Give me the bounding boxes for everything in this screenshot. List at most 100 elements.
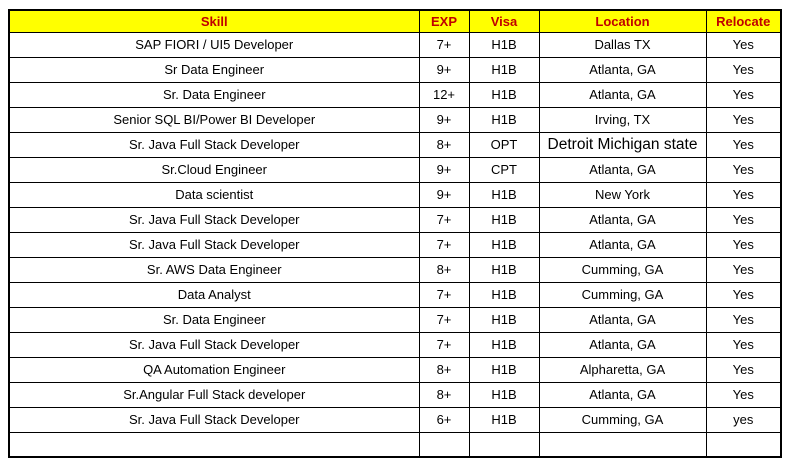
header-exp: EXP (418, 9, 470, 33)
header-visa: Visa (468, 9, 540, 33)
table-row: Sr. Data Engineer 12+ H1B Atlanta, GA Yes (8, 81, 782, 108)
relocate-cell: Yes (705, 256, 782, 283)
table-row: Sr. Data Engineer 7+ H1B Atlanta, GA Yes (8, 306, 782, 333)
relocate-cell: Yes (705, 181, 782, 208)
empty-cell (468, 431, 540, 458)
table-row: Sr. Java Full Stack Developer 7+ H1B Atlant… (8, 231, 782, 258)
relocate-cell: Yes (705, 231, 782, 258)
jobs-table-body: SAP FIORI / UI5 Developer 7+ H1B Dallas TX Y… (8, 31, 782, 458)
skill-cell: Sr. Java Full Stack Developer (8, 331, 420, 358)
table-row: Sr. Java Full Stack Developer 6+ H1B Cummin… (8, 406, 782, 433)
skill-cell: Data Analyst (8, 281, 420, 308)
visa-cell: H1B (468, 306, 540, 333)
table-row: Sr. Java Full Stack Developer 8+ OPT Detroi… (8, 131, 782, 158)
location-cell: New York (538, 181, 707, 208)
relocate-cell: Yes (705, 131, 782, 158)
exp-cell: 6+ (418, 406, 470, 433)
empty-cell (8, 431, 420, 458)
location-cell: Irving, TX (538, 106, 707, 133)
exp-cell: 9+ (418, 181, 470, 208)
skill-cell: Sr. Data Engineer (8, 306, 420, 333)
table-row: QA Automation Engineer 8+ H1B Alpharetta, G… (8, 356, 782, 383)
visa-cell: H1B (468, 206, 540, 233)
visa-cell: H1B (468, 181, 540, 208)
skill-cell: Sr. Java Full Stack Developer (8, 206, 420, 233)
location-cell: Detroit Michigan state (538, 131, 707, 158)
relocate-cell: Yes (705, 281, 782, 308)
location-cell: Atlanta, GA (538, 81, 707, 108)
location-cell: Dallas TX (538, 31, 707, 58)
visa-cell: H1B (468, 406, 540, 433)
relocate-cell: Yes (705, 81, 782, 108)
table-row: Sr.Cloud Engineer 9+ CPT Atlanta, GA Yes (8, 156, 782, 183)
relocate-cell: Yes (705, 381, 782, 408)
empty-cell (418, 431, 470, 458)
skill-cell: Data scientist (8, 181, 420, 208)
skill-cell: Sr.Angular Full Stack developer (8, 381, 420, 408)
table-row: Sr.Angular Full Stack developer 8+ H1B Atla… (8, 381, 782, 408)
empty-cell (538, 431, 707, 458)
visa-cell: H1B (468, 381, 540, 408)
exp-cell: 7+ (418, 281, 470, 308)
jobs-table: Skill EXP Visa Location Relocate SAP FIO… (8, 9, 782, 458)
empty-cell (705, 431, 782, 458)
table-row: Sr. Java Full Stack Developer 7+ H1B Atlant… (8, 206, 782, 233)
skill-cell: SAP FIORI / UI5 Developer (8, 31, 420, 58)
header-relocate: Relocate (705, 9, 782, 33)
relocate-cell: Yes (705, 206, 782, 233)
location-cell: Alpharetta, GA (538, 356, 707, 383)
visa-cell: H1B (468, 81, 540, 108)
skill-cell: Sr. Java Full Stack Developer (8, 131, 420, 158)
visa-cell: H1B (468, 356, 540, 383)
relocate-cell: yes (705, 406, 782, 433)
location-cell: Atlanta, GA (538, 206, 707, 233)
location-cell: Atlanta, GA (538, 231, 707, 258)
table-row: Sr. AWS Data Engineer 8+ H1B Cumming, GA Yes (8, 256, 782, 283)
exp-cell: 7+ (418, 231, 470, 258)
table-row: SAP FIORI / UI5 Developer 7+ H1B Dallas TX Y… (8, 31, 782, 58)
table-row: Senior SQL BI/Power BI Developer 9+ H1B Irv… (8, 106, 782, 133)
visa-cell: CPT (468, 156, 540, 183)
exp-cell: 7+ (418, 331, 470, 358)
visa-cell: H1B (468, 331, 540, 358)
visa-cell: H1B (468, 56, 540, 83)
location-cell: Atlanta, GA (538, 306, 707, 333)
location-cell: Atlanta, GA (538, 381, 707, 408)
relocate-cell: Yes (705, 56, 782, 83)
table-row: Sr. Java Full Stack Developer 7+ H1B Atlant… (8, 331, 782, 358)
skill-cell: Sr. Java Full Stack Developer (8, 231, 420, 258)
partial-row (8, 431, 782, 458)
skill-cell: Senior SQL BI/Power BI Developer (8, 106, 420, 133)
relocate-cell: Yes (705, 306, 782, 333)
exp-cell: 7+ (418, 206, 470, 233)
relocate-cell: Yes (705, 31, 782, 58)
exp-cell: 9+ (418, 156, 470, 183)
relocate-cell: Yes (705, 106, 782, 133)
exp-cell: 8+ (418, 131, 470, 158)
location-cell: Atlanta, GA (538, 331, 707, 358)
location-cell: Atlanta, GA (538, 56, 707, 83)
header-skill: Skill (8, 9, 420, 33)
visa-cell: H1B (468, 106, 540, 133)
exp-cell: 8+ (418, 381, 470, 408)
skill-cell: Sr.Cloud Engineer (8, 156, 420, 183)
exp-cell: 12+ (418, 81, 470, 108)
visa-cell: H1B (468, 31, 540, 58)
skill-cell: QA Automation Engineer (8, 356, 420, 383)
exp-cell: 8+ (418, 256, 470, 283)
table-row: Data scientist 9+ H1B New York Yes (8, 181, 782, 208)
relocate-cell: Yes (705, 156, 782, 183)
relocate-cell: Yes (705, 331, 782, 358)
skill-cell: Sr. Data Engineer (8, 81, 420, 108)
skill-cell: Sr. AWS Data Engineer (8, 256, 420, 283)
skill-cell: Sr Data Engineer (8, 56, 420, 83)
table-row: Sr Data Engineer 9+ H1B Atlanta, GA Yes (8, 56, 782, 83)
skill-cell: Sr. Java Full Stack Developer (8, 406, 420, 433)
header-location: Location (538, 9, 707, 33)
exp-cell: 9+ (418, 56, 470, 83)
exp-cell: 7+ (418, 31, 470, 58)
location-cell: Cumming, GA (538, 406, 707, 433)
exp-cell: 8+ (418, 356, 470, 383)
exp-cell: 9+ (418, 106, 470, 133)
